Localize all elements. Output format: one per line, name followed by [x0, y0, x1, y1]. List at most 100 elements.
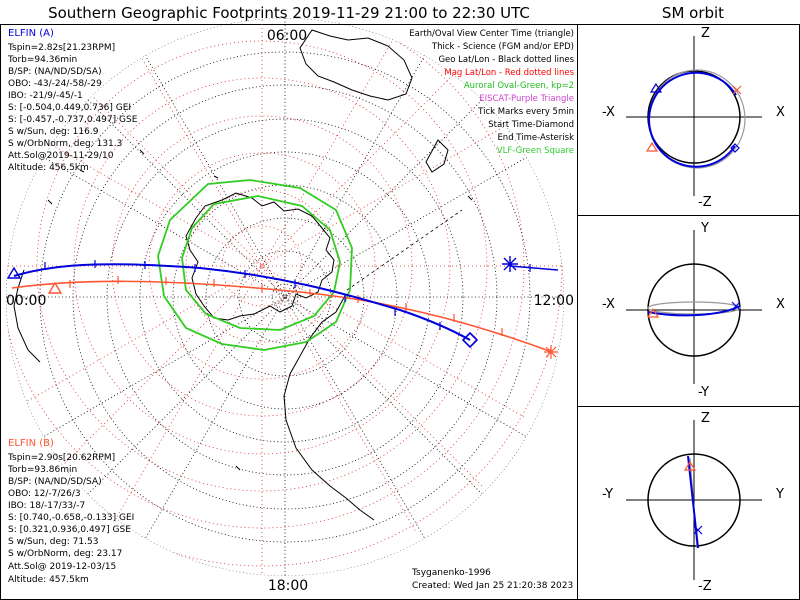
elfin-b-end-asterisk: [544, 345, 558, 359]
elfin-b-line: Att.Sol@ 2019-12-03/15: [8, 562, 116, 572]
elfin-a-line: S: [-0.457,-0.737,0.497] GSE: [8, 115, 138, 125]
islands: [47, 149, 473, 471]
legend-item: Mag Lat/Lon - Red dotted lines: [444, 68, 574, 78]
orbit-label-bottom: -Z: [698, 579, 712, 594]
polar-map: [6, 18, 564, 576]
legend-item: Tick Marks every 5min: [477, 107, 574, 117]
elfin-a-name: ELFIN (A): [8, 28, 54, 39]
elfin-b-line: S w/OrbNorm, deg: 23.17: [8, 549, 122, 559]
auroral-oval-inner: [181, 195, 341, 331]
hour-label-bottom: 18:00: [268, 578, 308, 594]
elfin-a-line: B/SP: (NA/ND/SD/SA): [8, 67, 102, 77]
elfin-a-line: S w/OrbNorm, deg: 131.3: [8, 139, 122, 149]
orbit-label-left: -X: [602, 297, 615, 312]
mag-grid: [6, 18, 564, 576]
elfin-b-ticks: [69, 276, 503, 336]
legend-item: EISCAT-Purple Triangle: [479, 94, 574, 104]
elfin-b-line: Torb=93.86min: [7, 465, 77, 475]
elfin-b-orbit: [647, 301, 741, 315]
auroral-oval-outer: [157, 179, 353, 351]
orbit-label-left: -Y: [602, 487, 613, 502]
figure-title: Southern Geographic Footprints 2019-11-2…: [48, 4, 530, 22]
australia-coast: [299, 29, 413, 101]
orbit-b-triangle: [645, 141, 659, 152]
elfin-a-ticks: [44, 260, 531, 330]
elfin-a-info: ELFIN (A) Tspin=2.82s[21.23RPM] Torb=94.…: [7, 28, 138, 173]
created-label: Created: Wed Jan 25 21:20:38 2023: [412, 581, 573, 591]
elfin-a-orbit: [648, 71, 737, 168]
hour-label-left: 00:00: [6, 293, 46, 309]
legend-item: Auroral Oval-Green, kp=2: [464, 81, 574, 91]
orbit-b-asterisk: [732, 85, 742, 95]
legend-item: Thick - Science (FGM and/or EPD): [431, 42, 574, 52]
elfin-b-line: S: [0.321,0.936,0.497] GSE: [8, 525, 131, 535]
elfin-a-view-triangle: [6, 266, 22, 279]
orbit-b-triangle: [683, 460, 697, 471]
elfin-a-line: S w/Sun, deg: 116.9: [8, 127, 99, 137]
model-label: Tsyganenko-1996: [411, 568, 491, 578]
earth-circle: [647, 70, 741, 164]
orbit-label-right: X: [776, 297, 785, 312]
orbit-title: SM orbit: [662, 4, 724, 22]
legend-item: End Time-Asterisk: [497, 133, 574, 143]
auroral-oval: [157, 179, 353, 351]
orbit-panel-xz: Z -Z -X X: [602, 26, 785, 210]
legend-item: Earth/Oval View Center Time (triangle): [409, 29, 574, 39]
hour-label-right: 12:00: [534, 293, 574, 309]
orbit-label-top: Z: [701, 26, 710, 41]
elfin-b-trace: [11, 280, 553, 353]
elfin-a-line: Tspin=2.82s[21.23RPM]: [7, 43, 115, 53]
elfin-b-line: Altitude: 457.5km: [8, 575, 89, 585]
elfin-b-line: S w/Sun, deg: 71.53: [8, 537, 98, 547]
orbit-a-triangle: [649, 82, 663, 93]
antarctica-coast: [185, 192, 335, 321]
elfin-b-name: ELFIN (B): [8, 438, 54, 449]
coastlines: [13, 29, 473, 521]
africa-coast: [13, 269, 41, 363]
orbit-label-top: Z: [701, 411, 710, 426]
elfin-a-line: IBO: -21/9/-45/-1: [8, 91, 83, 101]
orbit-label-bottom: -Y: [698, 385, 709, 400]
elfin-b-track: [11, 276, 558, 359]
new-zealand-coast: [425, 139, 449, 173]
elfin-b-line: IBO: 18/-17/33/-7: [8, 501, 85, 511]
orbit-panel-xy: Y -Y -X X: [602, 221, 785, 400]
orbit-panel-yz: Z -Z -Y Y: [602, 411, 784, 594]
elfin-a-line: OBO: -43/-24/-58/-29: [8, 79, 102, 89]
elfin-a-line: Altitude: 456.5km: [8, 163, 89, 173]
hour-label-top: 06:00: [267, 28, 307, 44]
elfin-b-info: ELFIN (B) Tspin=2.90s[20.62RPM] Torb=93.…: [7, 438, 134, 585]
legend-item: VLF-Green Square: [497, 146, 574, 156]
view-center-connector: [346, 209, 463, 291]
legend: Earth/Oval View Center Time (triangle) T…: [409, 29, 574, 156]
legend-item: Start Time-Diamond: [488, 120, 574, 130]
orbit-label-right: X: [776, 105, 785, 120]
orbit-label-right: Y: [775, 487, 784, 502]
orbit-b-triangle: [646, 307, 660, 318]
orbit-a-asterisk: [731, 301, 741, 311]
elfin-a-line: Torb=94.36min: [7, 55, 77, 65]
elfin-a-orbit: [687, 455, 699, 549]
orbit-a-diamond: [730, 143, 740, 153]
elfin-a-start-segment: [509, 265, 559, 271]
south-america-coast: [283, 293, 375, 521]
elfin-b-view-triangle: [47, 281, 63, 294]
elfin-b-line: Tspin=2.90s[20.62RPM]: [7, 453, 115, 463]
orbit-a-asterisk: [693, 525, 703, 535]
elfin-a-trace: [13, 263, 471, 341]
elfin-b-line: B/SP: (NA/ND/SD/SA): [8, 477, 102, 487]
elfin-a-start-diamond: [461, 331, 479, 349]
elfin-b-line: S: [0.740,-0.658,-0.133] GEI: [8, 513, 134, 523]
elfin-a-line: S: [-0.504,0.449,0.736] GEI: [8, 103, 131, 113]
elfin-b-line: OBO: 12/-7/26/3: [8, 489, 81, 499]
earth-circle: [647, 453, 741, 547]
orbit-label-left: -X: [602, 105, 615, 120]
geo-grid: [6, 18, 564, 576]
orbit-label-bottom: -Z: [698, 195, 712, 210]
elfin-a-track: [6, 256, 559, 349]
elfin-a-end-asterisk: [502, 256, 518, 272]
orbit-label-top: Y: [700, 221, 709, 236]
legend-item: Geo Lat/Lon - Black dotted lines: [438, 55, 574, 65]
elfin-a-line: Att.Sol@2019-11-29/10: [8, 151, 114, 161]
